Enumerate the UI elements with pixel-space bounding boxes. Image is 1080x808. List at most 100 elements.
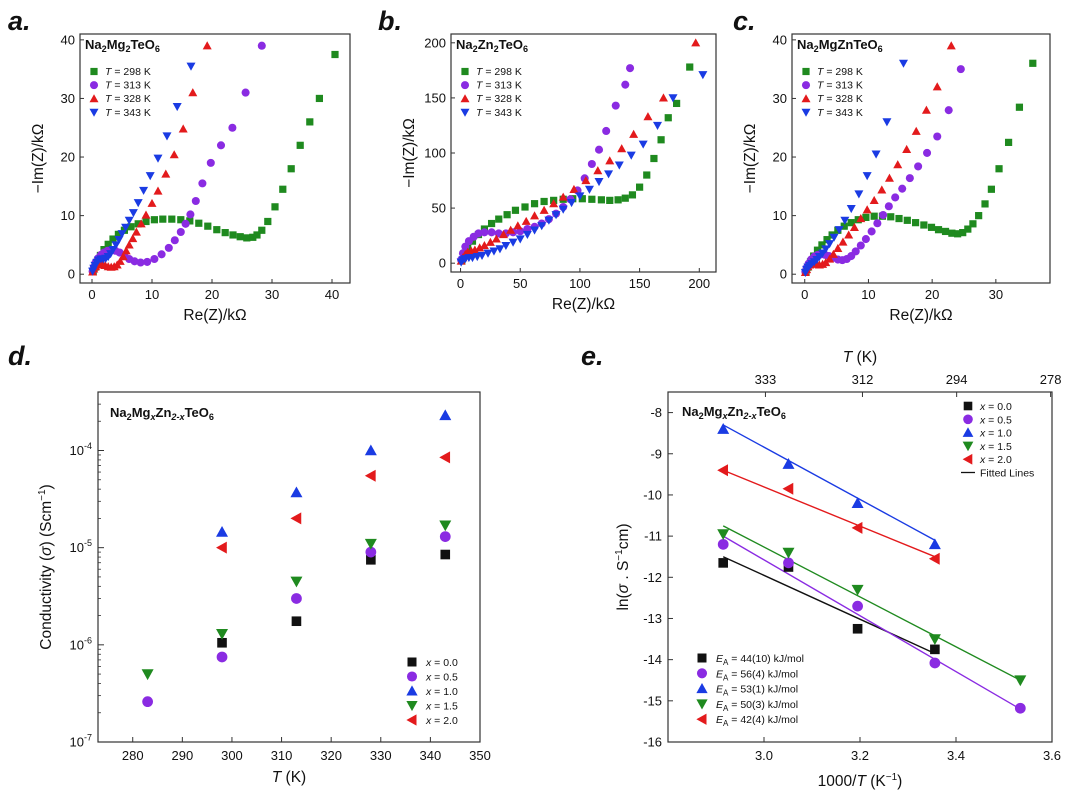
data-point xyxy=(629,129,639,138)
data-point xyxy=(141,669,154,681)
data-point xyxy=(686,63,694,71)
data-point xyxy=(216,651,228,663)
x-tick-label: 280 xyxy=(122,748,144,763)
y-axis-label: −Im(Z)/kΩ xyxy=(30,124,47,194)
data-point xyxy=(969,220,977,228)
data-point xyxy=(315,94,323,103)
y-tick-label: 20 xyxy=(61,150,75,165)
data-point xyxy=(829,233,839,242)
legend-marker xyxy=(962,453,973,465)
data-point xyxy=(249,233,257,241)
data-point xyxy=(216,141,226,150)
data-point xyxy=(136,219,146,228)
data-point xyxy=(825,254,835,263)
data-point xyxy=(928,634,941,646)
legend-marker-313K xyxy=(89,81,99,90)
ea-legend-entry: EA = 56(4) kJ/mol xyxy=(716,668,798,682)
data-point xyxy=(153,186,163,195)
data-point xyxy=(870,212,878,220)
data-point xyxy=(216,525,229,537)
x-tick-label: 300 xyxy=(221,748,243,763)
ea-legend-entry: EA = 44(10) kJ/mol xyxy=(716,653,804,667)
data-point xyxy=(121,246,131,255)
legend-entry: x = 2.0 xyxy=(425,715,458,727)
legend-marker-328K xyxy=(801,94,811,103)
data-point xyxy=(470,245,480,254)
y-tick-label: -10 xyxy=(643,487,662,502)
legend-marker-313K xyxy=(801,81,811,90)
data-point xyxy=(823,236,831,244)
panel-label-d: d. xyxy=(8,341,32,371)
x-tick-label: 3.0 xyxy=(755,748,773,763)
data-point xyxy=(658,93,668,102)
series-x-1.5 xyxy=(717,529,1027,687)
x-tick-label: 330 xyxy=(370,748,392,763)
data-point xyxy=(172,103,182,112)
data-point xyxy=(479,241,489,250)
data-point xyxy=(202,41,212,50)
data-point xyxy=(477,251,487,260)
data-point xyxy=(521,216,531,225)
data-point xyxy=(920,221,928,229)
data-point xyxy=(825,240,835,249)
data-point xyxy=(491,234,501,243)
data-point xyxy=(243,234,251,242)
legend-entry: T = 313 K xyxy=(105,80,151,92)
data-point xyxy=(928,538,941,550)
data-point xyxy=(257,41,266,50)
data-point xyxy=(614,161,624,170)
ea-legend-marker xyxy=(696,682,708,694)
data-point xyxy=(127,223,135,231)
y-tick-label: 40 xyxy=(61,32,75,47)
legend-marker xyxy=(963,414,973,425)
data-point xyxy=(191,196,200,206)
data-point xyxy=(236,233,244,241)
data-point xyxy=(499,230,509,239)
data-point xyxy=(818,241,826,249)
data-point xyxy=(614,196,622,204)
data-point xyxy=(927,223,936,231)
fitted-line-x-1.5 xyxy=(722,525,1021,681)
data-point xyxy=(474,229,483,238)
legend-entry: T = 343 K xyxy=(476,107,522,119)
data-point xyxy=(128,209,138,218)
data-point xyxy=(653,121,663,130)
data-point xyxy=(544,216,554,225)
data-point xyxy=(898,184,907,193)
data-point xyxy=(664,114,672,122)
data-point xyxy=(188,88,198,97)
data-point xyxy=(893,160,903,169)
data-point xyxy=(124,216,134,225)
data-point xyxy=(216,541,227,554)
x-tick-label: 150 xyxy=(629,276,651,291)
data-point xyxy=(364,469,376,482)
legend-entry: x = 1.0 xyxy=(425,686,458,698)
data-point xyxy=(871,150,881,159)
legend-entry: T = 343 K xyxy=(105,107,151,119)
x-tick-label: 320 xyxy=(320,748,342,763)
legend-entry: x = 2.0 xyxy=(979,454,1012,466)
y-axis-label: −Im(Z)/kΩ xyxy=(401,118,418,188)
data-point xyxy=(296,141,304,149)
y-tick-label: 50 xyxy=(432,201,446,216)
top-x-tick-label: 278 xyxy=(1040,372,1062,387)
legend-entry: T = 328 K xyxy=(817,93,863,105)
ea-legend-marker xyxy=(696,699,708,710)
data-point xyxy=(511,206,520,214)
data-point xyxy=(117,230,127,239)
data-point xyxy=(287,165,295,173)
data-point xyxy=(115,256,125,265)
data-point xyxy=(124,240,134,249)
y-tick-label: -13 xyxy=(643,611,662,626)
data-point xyxy=(928,552,940,565)
data-point xyxy=(178,124,188,133)
data-point xyxy=(141,210,151,219)
series-x-1.5 xyxy=(141,520,452,681)
data-point xyxy=(575,192,585,201)
data-point xyxy=(956,65,965,74)
data-point xyxy=(964,225,972,233)
data-point xyxy=(621,194,629,202)
data-point xyxy=(253,231,261,239)
data-point xyxy=(1015,103,1024,111)
data-point xyxy=(439,520,452,532)
